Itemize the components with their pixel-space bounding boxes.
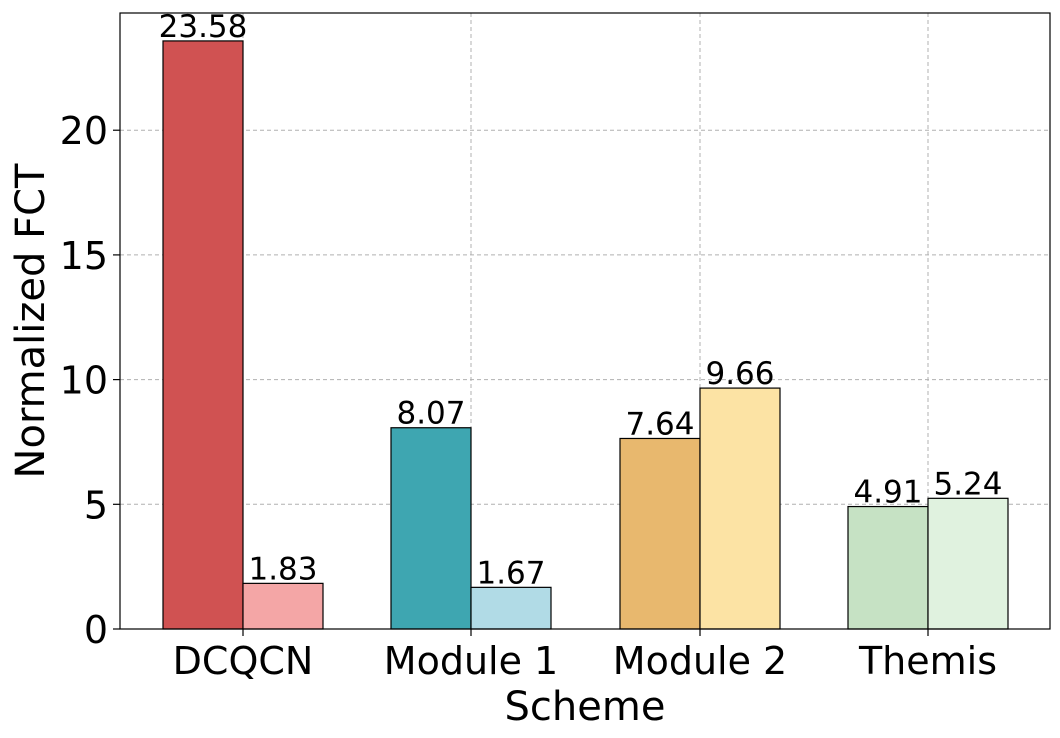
bar: [470, 586, 552, 630]
data-label: 9.66: [705, 356, 774, 392]
bar: [390, 427, 472, 630]
y-tick-label: 20: [60, 109, 108, 153]
bar: [927, 497, 1009, 630]
x-tick-label: Module 1: [384, 639, 558, 683]
data-labels: 23.58 8.07 7.64 4.91 1.83 1.67 9.66 5.24: [159, 9, 1003, 591]
data-label: 23.58: [159, 9, 248, 45]
x-axis-label: Scheme: [505, 684, 666, 730]
data-label: 1.83: [248, 551, 317, 587]
x-tick-label: Module 2: [613, 639, 787, 683]
x-tick-label: DCQCN: [173, 639, 314, 683]
bar: [699, 387, 781, 630]
y-axis-ticks: 0 5 10 15 20: [60, 109, 120, 652]
y-tick-label: 15: [60, 234, 108, 278]
bar: [162, 40, 244, 630]
x-axis-ticks: DCQCN Module 1 Module 2 Themis: [173, 629, 997, 683]
data-label: 8.07: [396, 396, 465, 432]
bar: [619, 437, 701, 630]
y-tick-label: 0: [84, 608, 108, 652]
bar: [242, 582, 324, 630]
data-label: 1.67: [476, 555, 545, 591]
bars: [162, 40, 1009, 630]
plot-frame: [119, 12, 1051, 630]
y-tick-label: 10: [60, 359, 108, 403]
y-axis-label: Normalized FCT: [8, 163, 54, 478]
data-label: 7.64: [625, 406, 694, 442]
y-tick-label: 5: [84, 483, 108, 527]
bar: [847, 505, 929, 630]
data-label: 4.91: [853, 475, 922, 511]
data-label: 5.24: [933, 466, 1002, 502]
x-tick-label: Themis: [858, 639, 997, 683]
